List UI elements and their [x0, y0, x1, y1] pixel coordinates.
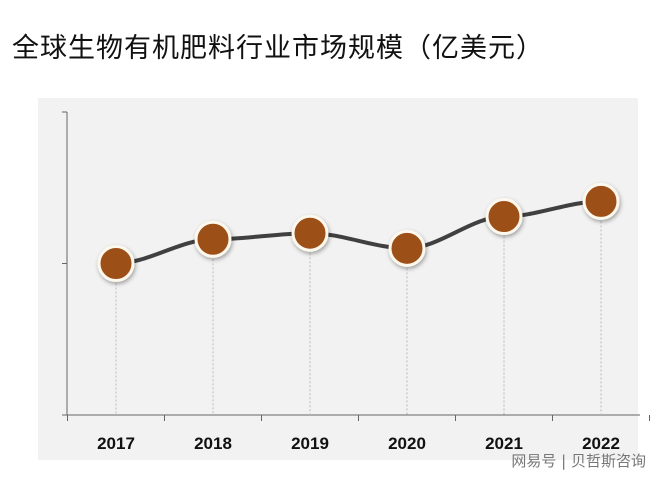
x-tick-label: 2017	[97, 434, 135, 453]
data-point-2021	[485, 198, 523, 236]
x-tick-label: 2019	[291, 434, 329, 453]
x-tick-label: 2021	[485, 434, 523, 453]
x-tick-label: 2018	[194, 434, 232, 453]
data-point-2020	[388, 229, 426, 267]
data-point-2019	[291, 214, 329, 252]
x-tick-label: 2022	[582, 434, 620, 453]
chart-title: 全球生物有机肥料行业市场规模（亿美元）	[12, 33, 544, 64]
x-tick-label: 2020	[388, 434, 426, 453]
data-point-2017	[97, 245, 135, 282]
series-line	[115, 199, 602, 266]
data-point-2022	[582, 182, 620, 220]
watermark: 网易号 | 贝哲斯咨询	[511, 452, 646, 470]
plot-area	[38, 98, 638, 460]
data-point-2018	[194, 220, 232, 258]
